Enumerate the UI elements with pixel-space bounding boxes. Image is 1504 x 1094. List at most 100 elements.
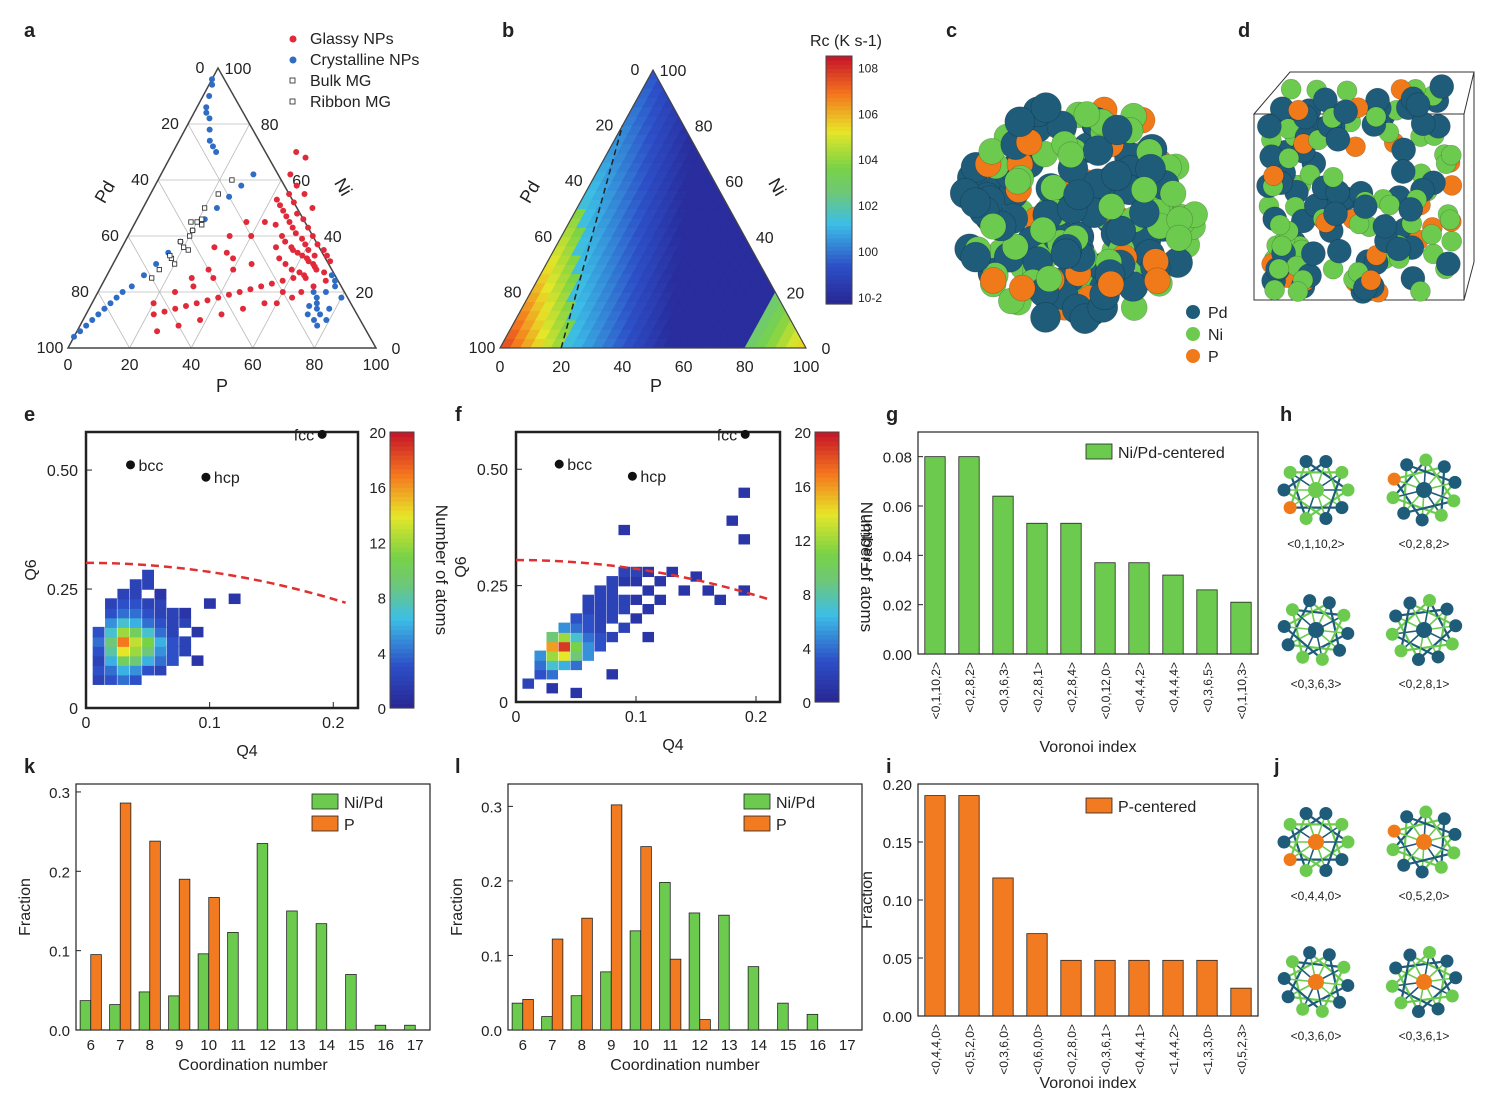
data-point xyxy=(101,305,108,312)
center-atom xyxy=(1416,482,1432,498)
colorbar-segment xyxy=(390,593,414,599)
heat-cell xyxy=(594,594,607,605)
colorbar-segment xyxy=(390,652,414,658)
x-tick-label: <0,3,6,5> xyxy=(1201,662,1215,713)
heat-cell xyxy=(738,585,751,596)
colorbar-label: Number of atoms xyxy=(432,505,451,635)
colorbar-segment xyxy=(826,72,852,78)
atom xyxy=(1445,989,1459,1003)
atom xyxy=(1257,114,1282,139)
axis-label-ni: Ni xyxy=(330,175,356,200)
x-axis-label: Voronoi index xyxy=(1040,739,1137,756)
bottom-tick-label: 60 xyxy=(244,357,262,374)
heat-cell xyxy=(702,585,715,596)
motif-label: <0,3,6,3> xyxy=(1291,677,1342,691)
data-point xyxy=(290,199,297,206)
legend-label: Ni/Pd xyxy=(344,795,383,812)
data-point xyxy=(332,283,339,290)
right-tick-label: 0 xyxy=(392,341,401,358)
heat-cell xyxy=(582,613,595,624)
bond xyxy=(1291,961,1304,1010)
heat-cell xyxy=(558,631,571,643)
left-tick-label: 20 xyxy=(161,116,179,133)
atom xyxy=(1397,858,1411,872)
heat-cell xyxy=(117,588,130,600)
colorbar-segment xyxy=(826,213,852,218)
atom xyxy=(1319,512,1333,526)
heat-cell xyxy=(654,576,667,587)
heat-cell xyxy=(570,613,583,624)
heat-cell xyxy=(582,650,595,661)
atom xyxy=(1447,494,1461,508)
heat-cell xyxy=(534,659,547,671)
bar xyxy=(958,456,980,655)
atom xyxy=(1352,194,1378,219)
y-tick-label: 0.25 xyxy=(477,579,508,596)
bar xyxy=(669,958,682,1031)
heat-cell xyxy=(179,645,192,657)
atom xyxy=(1030,302,1061,333)
heat-cell xyxy=(92,655,105,666)
center-atom xyxy=(1416,622,1432,638)
bar xyxy=(924,456,946,655)
heat-cell xyxy=(179,636,192,647)
colorbar-segment xyxy=(390,611,414,617)
heat-cell xyxy=(594,622,607,633)
data-point xyxy=(240,305,246,312)
cluster-motifs: <0,1,10,2> <0,2,8,2> <0,3,6,3> <0,2,8,1> xyxy=(1277,453,1463,691)
data-point xyxy=(71,333,77,340)
heat-cell xyxy=(154,617,167,628)
heat-cell xyxy=(606,585,619,596)
heat-cell xyxy=(726,515,739,526)
legend-swatch xyxy=(743,793,771,810)
colorbar-segment xyxy=(815,553,839,559)
heat-cell xyxy=(642,631,655,643)
atom xyxy=(1073,101,1101,128)
bar xyxy=(511,1002,524,1031)
data-point xyxy=(320,247,327,253)
atom xyxy=(1287,281,1309,302)
x-axis-label: Coordination number xyxy=(178,1057,328,1074)
atom xyxy=(1285,955,1299,969)
grid-line xyxy=(127,235,192,349)
data-point xyxy=(282,261,289,267)
heat-cell xyxy=(92,674,105,685)
data-point xyxy=(210,275,217,281)
reference-point xyxy=(627,471,637,481)
bond xyxy=(1324,824,1343,871)
panel-c-cluster: Pd Ni P xyxy=(949,92,1228,366)
data-point xyxy=(277,202,284,209)
bar xyxy=(610,804,623,1031)
colorbar-segment xyxy=(826,138,852,144)
legend-label: Glassy NPs xyxy=(310,31,394,48)
right-tick-label: 100 xyxy=(660,63,687,80)
atom xyxy=(1341,835,1355,849)
data-point xyxy=(201,205,208,211)
bar xyxy=(208,897,220,1031)
heat-cell xyxy=(117,674,130,685)
atom xyxy=(1394,996,1408,1010)
data-point xyxy=(322,277,329,284)
data-point xyxy=(206,115,213,122)
center-atom xyxy=(1308,482,1324,498)
colorbar-segment xyxy=(826,171,852,177)
colorbar-segment xyxy=(390,620,414,626)
bar xyxy=(570,995,583,1031)
colorbar-segment xyxy=(815,508,839,514)
grid-line xyxy=(314,291,345,349)
colorbar-segment xyxy=(390,519,414,525)
bar xyxy=(168,995,180,1031)
data-point xyxy=(286,219,293,225)
bottom-tick-label: 20 xyxy=(121,357,139,374)
atom xyxy=(1333,995,1347,1009)
colorbar-segment xyxy=(815,693,839,699)
bond xyxy=(1394,967,1420,1013)
plot-frame xyxy=(507,783,863,1031)
x-tick-label: <0,2,8,2> xyxy=(963,662,977,713)
colorbar-segment xyxy=(390,556,414,562)
colorbar-segment xyxy=(815,589,839,595)
data-point xyxy=(213,149,220,155)
atom xyxy=(1440,602,1454,616)
colorbar-segment xyxy=(815,670,839,676)
heat-cell xyxy=(166,645,179,657)
